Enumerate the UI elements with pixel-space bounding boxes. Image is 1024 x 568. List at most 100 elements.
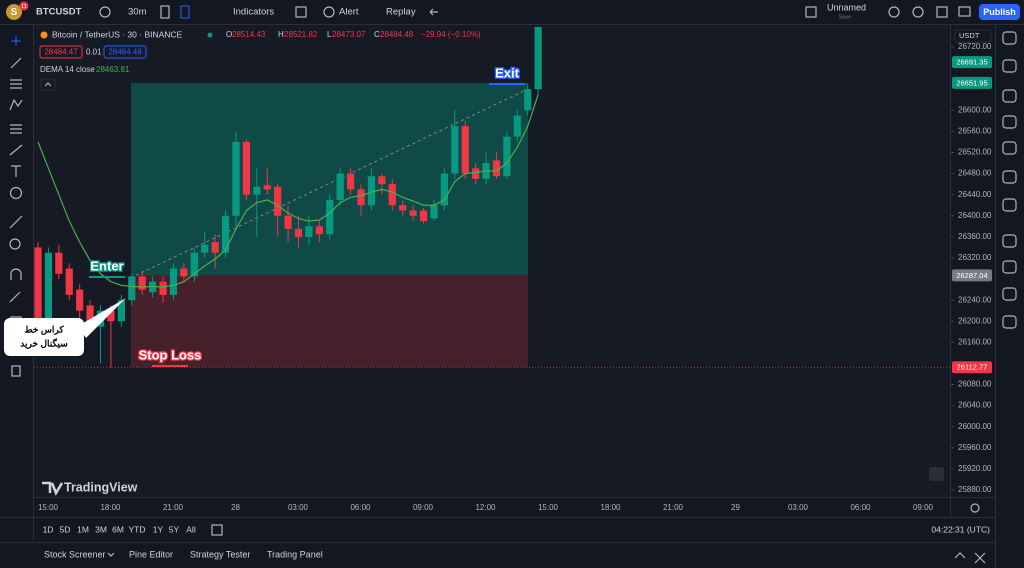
calendar-icon[interactable] (211, 524, 223, 536)
search-icon[interactable] (888, 6, 900, 18)
ruler-tool[interactable] (9, 215, 23, 229)
alert-icon[interactable] (323, 6, 335, 18)
legend-low: 28473.07 (332, 30, 366, 39)
fullscreen-icon[interactable] (936, 6, 948, 18)
candle-body (461, 126, 469, 174)
right-toolbar (1002, 31, 1017, 329)
logo: TradingView (64, 480, 138, 494)
y-tick-label: 26160.00 (958, 337, 992, 346)
bars-icon[interactable] (160, 5, 170, 19)
entry-tag-label: 26287.04 (956, 271, 987, 280)
range-button[interactable]: 1M (77, 524, 89, 534)
replay[interactable]: Replay (386, 7, 416, 18)
templates-icon[interactable] (295, 6, 307, 18)
candle-body (284, 215, 292, 229)
toolbar-icon[interactable] (1002, 287, 1017, 301)
avatar-initial: S (11, 7, 18, 18)
range-button[interactable]: 1Y (153, 524, 164, 534)
pattern-tool[interactable] (9, 98, 23, 111)
text-tool[interactable] (11, 165, 21, 177)
candle-body (305, 226, 313, 237)
publish-label: Publish (983, 7, 1016, 17)
trash-tool[interactable] (11, 365, 21, 377)
layout-status: Save (839, 14, 852, 20)
range-button[interactable]: 3M (95, 524, 107, 534)
candles-icon[interactable] (180, 5, 190, 19)
candle-body (440, 173, 448, 206)
y-tick-label: 26080.00 (958, 380, 992, 389)
legend-h-label: H (278, 30, 284, 39)
last-price-tag (952, 56, 992, 69)
toolbar-icon[interactable] (1002, 315, 1017, 329)
legend-high: 28521.82 (284, 30, 318, 39)
fib-tool[interactable] (10, 79, 22, 89)
y-tick-label: 26560.00 (958, 126, 992, 135)
toolbar-icon[interactable] (1002, 170, 1017, 184)
range-button[interactable]: 6M (112, 524, 124, 534)
toolbar-icon[interactable] (1002, 198, 1017, 212)
panel-tab[interactable]: Stock Screener (44, 549, 106, 559)
panel-tab[interactable]: Strategy Tester (190, 549, 250, 559)
magnet-tool[interactable] (10, 268, 22, 280)
market-status (207, 32, 213, 38)
publish-button[interactable] (979, 4, 1020, 20)
toolbar-icon[interactable] (1002, 141, 1017, 155)
candle-body (388, 184, 396, 206)
candle-body (117, 300, 125, 322)
bid-box[interactable] (39, 45, 83, 59)
add-symbol[interactable] (99, 6, 111, 18)
candle-body (44, 252, 53, 343)
toolbar-icon[interactable] (1002, 59, 1017, 73)
alert[interactable]: Alert (339, 7, 359, 18)
candle-body (253, 186, 261, 195)
panel-tab[interactable]: Trading Panel (267, 549, 323, 559)
interval[interactable]: 30m (128, 7, 147, 18)
candle-body (55, 252, 63, 274)
x-tick-label: 18:00 (600, 503, 621, 512)
emoji-tool[interactable] (9, 186, 23, 200)
range-button[interactable]: All (186, 524, 196, 534)
avatar[interactable] (6, 4, 22, 20)
axis-settings[interactable] (970, 503, 980, 513)
collapse-legend[interactable] (40, 78, 56, 91)
layout-icon[interactable] (805, 6, 817, 18)
coin-icon (40, 31, 48, 39)
panel-controls[interactable] (954, 552, 986, 564)
toolbar-icon[interactable] (1002, 31, 1017, 45)
trend-line-tool[interactable] (10, 57, 22, 69)
lock-tool[interactable] (9, 291, 21, 303)
toolbar-icon[interactable] (1002, 260, 1017, 274)
range-button[interactable]: 5Y (169, 524, 180, 534)
dema-line (37, 94, 539, 288)
ask-box[interactable] (103, 45, 147, 59)
currency-box[interactable] (954, 29, 992, 43)
y-tick-label: 26520.00 (958, 148, 992, 157)
snapshot-icon[interactable] (958, 6, 971, 17)
x-tick-label: 18:00 (100, 503, 121, 512)
layout-name[interactable]: Unnamed (827, 2, 866, 12)
toolbar-icon[interactable] (1002, 115, 1017, 129)
legend-close: 28484.48 (380, 30, 414, 39)
brush-tool[interactable] (9, 144, 23, 156)
entry-tag (952, 269, 992, 282)
y-tick-label: 26360.00 (958, 232, 992, 241)
range-button[interactable]: YTD (129, 524, 146, 534)
panel-tab[interactable]: Pine Editor (129, 549, 173, 559)
symbol[interactable]: BTCUSDT (36, 7, 82, 18)
range-button[interactable]: 5D (60, 524, 71, 534)
candle-body (159, 281, 167, 295)
toolbar-icon[interactable] (1002, 234, 1017, 248)
scroll-button[interactable] (929, 467, 944, 481)
bottom-panel (0, 542, 995, 568)
crosshair-tool[interactable] (11, 36, 21, 46)
undo[interactable] (429, 8, 438, 16)
projection-tool[interactable] (10, 124, 22, 134)
candle-body (430, 205, 438, 219)
candle-body (472, 168, 480, 179)
toolbar-icon[interactable] (1002, 89, 1017, 103)
zoom-tool[interactable] (9, 238, 21, 250)
indicators[interactable]: Indicators (233, 7, 274, 18)
settings-icon[interactable] (912, 6, 924, 18)
y-tick-label: 25920.00 (958, 464, 992, 473)
range-button[interactable]: 1D (43, 524, 54, 534)
